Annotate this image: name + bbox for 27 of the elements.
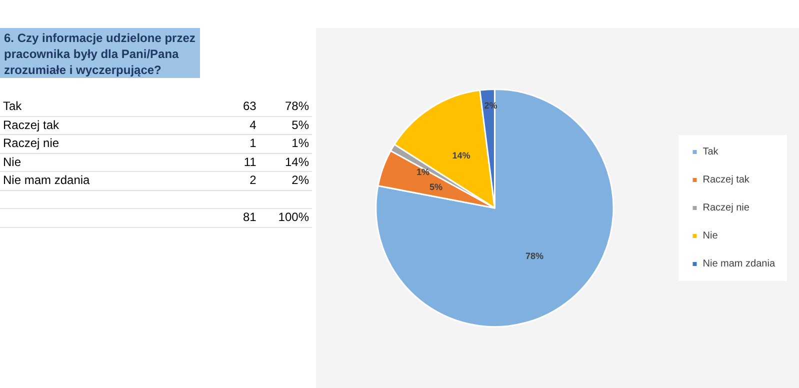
text: 6. Czy informacje udzielone przez pracownika były dla Pani/Pana zrozumiałe i wyczerpujące? [0, 28, 200, 78]
text: 1 [248, 135, 258, 152]
data-label: 14% [452, 150, 470, 160]
text: 2% [292, 173, 309, 187]
text: 1% [292, 136, 309, 150]
text: 78% [284, 99, 309, 113]
text: 2 [248, 172, 258, 189]
legend-label: Nie [702, 230, 718, 242]
category-label: Nie [3, 154, 22, 168]
text: 63 [242, 98, 258, 115]
legend-label: Raczej nie [702, 202, 750, 214]
category-label: Raczej tak [3, 118, 60, 132]
text: 4 [248, 116, 258, 134]
text: 11 [242, 154, 258, 170]
data-label: 78% [525, 251, 544, 262]
legend-label: Raczej tak [702, 174, 750, 186]
data-label: 5% [429, 182, 443, 192]
legend-label: Nie mam zdania [702, 258, 776, 270]
text: 81 [242, 209, 258, 226]
category-label: Raczej nie [3, 136, 60, 150]
data-label: 1% [416, 167, 430, 178]
text: 100% [277, 209, 310, 226]
text: 14% [284, 154, 309, 168]
legend-label: Tak [702, 146, 720, 158]
text: 5% [292, 118, 309, 132]
category-label: Nie mam zdania [3, 173, 90, 187]
category-label: Tak [3, 99, 22, 113]
